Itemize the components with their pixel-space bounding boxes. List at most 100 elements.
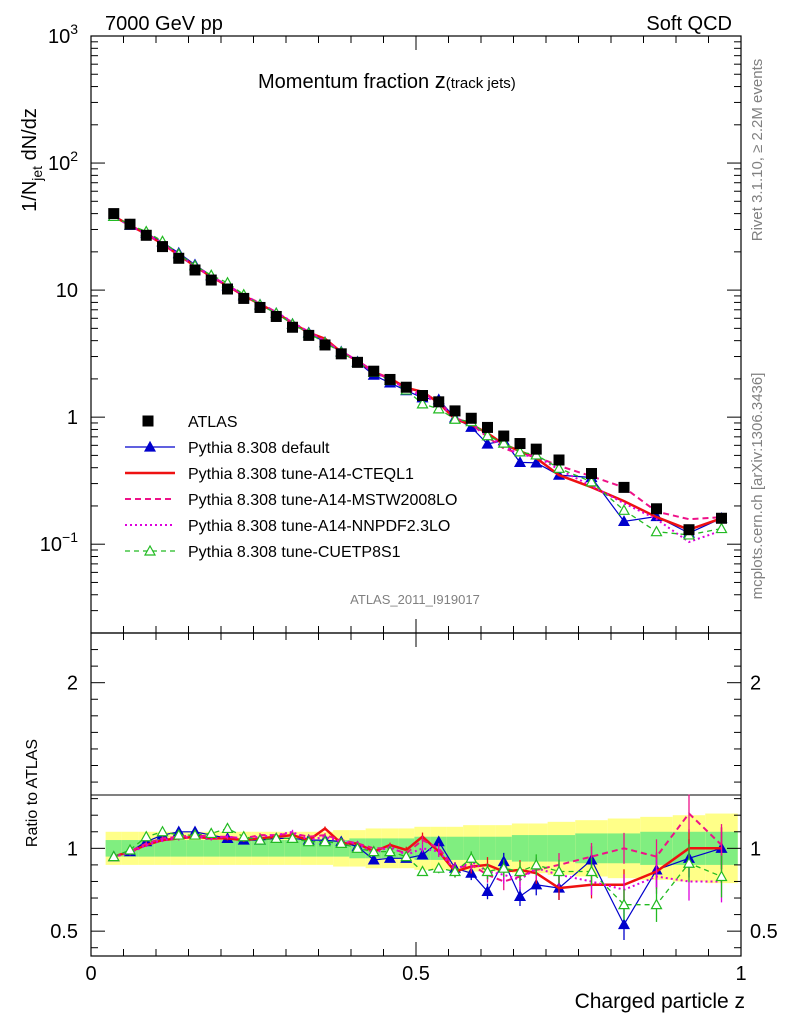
band-inner-bin [105, 840, 122, 857]
atlas-point [417, 390, 428, 402]
y-tick-label: 1 [67, 407, 78, 429]
x-axis-label: Charged particle z [575, 990, 745, 1013]
ratio-marker [513, 890, 527, 901]
chart-title-sub: (track jets) [446, 75, 516, 92]
ratio-marker [172, 828, 185, 840]
atlas-point [189, 264, 201, 276]
ratio-marker [367, 845, 380, 857]
main-marker [552, 462, 566, 473]
band-inner-bin [203, 840, 220, 857]
y-axis-label-ratio: Ratio to ATLAS [24, 739, 41, 847]
ratio-marker [530, 878, 543, 890]
y-tick-label: 103 [48, 21, 78, 48]
atlas-point [270, 310, 282, 322]
band-inner-bin [528, 835, 548, 862]
ratio-marker [302, 835, 315, 847]
y-tick-label: 102 [48, 148, 78, 175]
legend-label: Pythia 8.308 default [188, 440, 330, 457]
ratio-marker [351, 842, 364, 853]
main-marker [530, 456, 543, 468]
main-marker [650, 525, 663, 537]
band-inner-bin [268, 840, 285, 857]
main-marker [448, 412, 462, 424]
series-line-ratio [113, 830, 722, 891]
legend-marker [143, 544, 157, 556]
ratio-marker [270, 832, 283, 843]
ratio-tick-label-right: 0.5 [750, 921, 778, 943]
atlas-data [108, 208, 727, 536]
ratio-marker [188, 828, 202, 840]
atlas-point [400, 381, 412, 393]
atlas-point [482, 421, 493, 433]
atlas-point [254, 301, 266, 313]
ratio-tick-label-left: 2 [67, 673, 78, 695]
main-marker [617, 515, 631, 526]
legend-marker [143, 440, 157, 452]
chart-title: Momentum fraction z(track jets) [258, 68, 516, 93]
main-marker [481, 437, 494, 449]
atlas-point [651, 503, 662, 515]
chart-title-main: Momentum fraction [258, 71, 435, 93]
band-inner-bin [186, 840, 204, 857]
main-marker [513, 445, 527, 457]
legend-label: ATLAS [188, 414, 238, 431]
atlas-point [553, 454, 565, 466]
chart-title-var: z [435, 68, 446, 93]
ratio-marker [318, 835, 332, 847]
ratio-marker [481, 885, 494, 897]
atlas-point [173, 252, 185, 264]
ratio-tick-label-right: 1 [750, 838, 761, 860]
atlas-point [124, 218, 136, 230]
atlas-point [514, 438, 526, 450]
main-marker [617, 504, 631, 515]
main-marker [416, 397, 429, 409]
ratio-tick-label-right: 2 [750, 673, 761, 695]
atlas-point [716, 512, 727, 524]
ratio-marker [432, 861, 445, 873]
main-marker [715, 522, 728, 534]
band-inner-bin [511, 835, 529, 862]
band-inner-bin [547, 835, 576, 862]
band-inner-bin [463, 836, 480, 860]
series-line-main [113, 215, 722, 534]
legend: ATLAS Pythia 8.308 default Pythia 8.308 tu… [125, 414, 457, 561]
ratio-marker [156, 825, 169, 837]
series-line-ratio [113, 811, 723, 883]
ratio-marker [617, 918, 631, 930]
legend-label: Pythia 8.308 tune-A14-NNPDF2.3LO [188, 518, 450, 535]
ratio-marker [107, 850, 120, 862]
y-label-top-sub: jet [29, 166, 45, 182]
rivet-label: Rivet 3.1.10, ≥ 2.2M events [749, 59, 766, 242]
y-label-top-main: 1/N [19, 181, 41, 212]
series-group [107, 210, 728, 922]
atlas-point [498, 430, 510, 442]
main-marker [585, 475, 598, 487]
band-inner-bin [479, 836, 496, 860]
atlas-point [433, 396, 445, 408]
atlas-point [530, 443, 542, 455]
atlas-point [157, 241, 168, 253]
ratio-marker [497, 861, 510, 873]
legend-marker-atlas [142, 415, 154, 427]
atlas-point [238, 292, 250, 304]
ratio-marker [552, 865, 566, 877]
main-marker [481, 429, 494, 441]
atlas-point [222, 283, 233, 295]
atlas-point [683, 524, 695, 536]
ratio-marker [367, 853, 380, 865]
ratio-marker [205, 827, 218, 839]
ratio-tick-label-left: 0.5 [50, 921, 78, 943]
ratio-marker [682, 857, 696, 868]
x-tick-label: 0.5 [402, 963, 430, 985]
analysis-id: ATLAS_2011_I919017 [350, 592, 480, 607]
atlas-point [140, 229, 152, 241]
header-right: Soft QCD [646, 13, 732, 35]
legend-label: Pythia 8.308 tune-A14-MSTW2008LO [188, 492, 457, 509]
y-label-top-tail: dN/dz [19, 108, 41, 166]
mcplots-label: mcplots.cern.ch [arXiv:1306.3436] [749, 373, 766, 600]
ratio-tick-label-left: 1 [67, 838, 78, 860]
band-inner-bin [154, 840, 171, 857]
legend-label: Pythia 8.308 tune-CUETP8S1 [188, 544, 401, 561]
